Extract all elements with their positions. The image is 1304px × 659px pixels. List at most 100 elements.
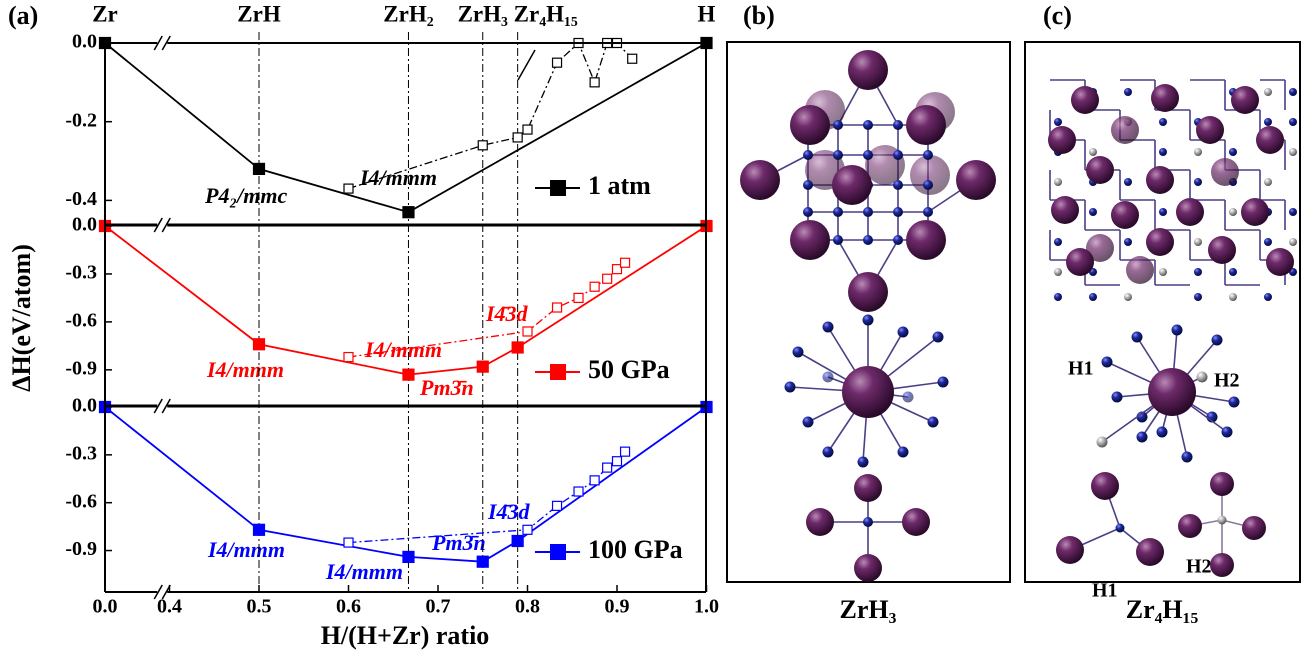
- atom: [832, 165, 872, 205]
- atom: [1124, 88, 1132, 96]
- annotation: I4/mmm: [206, 357, 284, 382]
- atom: [898, 327, 909, 338]
- square-marker: [403, 369, 414, 380]
- annotation: I4̄3d: [485, 301, 529, 326]
- y-tick-label: 0.0: [72, 214, 97, 236]
- square-marker: [403, 207, 414, 218]
- metastable-line: [349, 452, 626, 543]
- atom: [1159, 118, 1167, 126]
- atom: [833, 120, 843, 130]
- atom: [823, 447, 834, 458]
- x-axis-label: H/(H+Zr) ratio: [321, 621, 490, 650]
- atom: [1102, 357, 1113, 368]
- atom: [803, 150, 813, 160]
- atom: [1256, 126, 1284, 154]
- atom: [1054, 118, 1062, 126]
- atom: [858, 457, 869, 468]
- annotation: I4/mmm: [359, 165, 437, 190]
- y-tick-label: -0.9: [65, 357, 97, 379]
- atom: [1194, 238, 1202, 246]
- site-label: H1: [1068, 358, 1094, 380]
- open-square: [344, 538, 353, 547]
- atom: [1124, 293, 1132, 301]
- atom: [1089, 293, 1097, 301]
- x-tick-label: 0.0: [93, 596, 118, 618]
- y-tick-label: -0.3: [65, 442, 97, 464]
- atom: [1264, 118, 1272, 126]
- atom: [1159, 148, 1167, 156]
- square-marker: [403, 551, 414, 562]
- atom: [933, 332, 944, 343]
- atom: [1229, 148, 1237, 156]
- y-axis-label: ΔH(eV/atom): [7, 244, 36, 392]
- atom: [863, 120, 873, 130]
- label-pointer: [518, 50, 535, 80]
- atom: [1172, 325, 1183, 336]
- atom: [1289, 238, 1297, 246]
- open-square: [553, 303, 562, 312]
- open-square: [628, 54, 637, 63]
- atom: [1231, 86, 1259, 114]
- open-square: [603, 463, 612, 472]
- atom: [1054, 268, 1062, 276]
- atom: [1137, 432, 1148, 443]
- atom: [1266, 248, 1294, 276]
- square-marker: [254, 339, 265, 350]
- atom: [854, 554, 882, 582]
- atom: [1146, 228, 1174, 256]
- legend-marker: [550, 364, 566, 380]
- y-tick-label: -0.6: [65, 309, 97, 331]
- atom: [1111, 201, 1139, 229]
- open-square: [523, 327, 532, 336]
- atom: [1054, 178, 1062, 186]
- atom: [1111, 116, 1139, 144]
- atom: [1146, 166, 1174, 194]
- x-tick-label: 1.0: [694, 596, 719, 618]
- open-square: [574, 487, 583, 496]
- atom: [1151, 84, 1179, 112]
- open-square: [513, 133, 522, 142]
- atom: [1197, 372, 1208, 383]
- site-label: H2: [1214, 370, 1240, 392]
- x-tick-label: 0.8: [515, 596, 540, 618]
- structure-caption: Zr₄H₁₅: [1126, 595, 1199, 624]
- atom: [1289, 118, 1297, 126]
- atom: [1222, 427, 1233, 438]
- open-square: [478, 141, 487, 150]
- atom: [1229, 293, 1237, 301]
- open-square: [603, 274, 612, 283]
- atom: [863, 150, 873, 160]
- atom: [803, 417, 814, 428]
- atom: [1210, 472, 1234, 496]
- x-tick-label: 0.9: [605, 596, 630, 618]
- atom: [848, 50, 888, 90]
- atom: [823, 322, 834, 333]
- atom: [893, 120, 903, 130]
- atom: [803, 180, 813, 190]
- atom: [903, 392, 914, 403]
- atom: [1132, 332, 1143, 343]
- atom: [902, 508, 930, 536]
- atom: [863, 315, 874, 326]
- atom: [1178, 514, 1202, 538]
- atom: [1210, 553, 1234, 577]
- atom: [1056, 536, 1084, 564]
- phase-label: ZrH: [237, 1, 281, 26]
- open-square: [523, 525, 532, 534]
- atom: [1124, 178, 1132, 186]
- atom: [1182, 452, 1193, 463]
- figure: (a) H/(H+Zr) ratio ΔH(eV/atom) P4₂/mmc I…: [0, 0, 1304, 659]
- atom: [1194, 148, 1202, 156]
- atom: [842, 366, 894, 418]
- end-label: Zr: [92, 1, 118, 26]
- atom: [1066, 248, 1094, 276]
- panel-label: (a): [8, 1, 38, 30]
- open-square: [574, 293, 583, 302]
- square-marker: [477, 361, 488, 372]
- atom: [1196, 116, 1224, 144]
- atom: [1208, 236, 1236, 264]
- atom: [1051, 196, 1079, 224]
- atom: [1086, 156, 1114, 184]
- atom: [1159, 268, 1167, 276]
- atom: [893, 150, 903, 160]
